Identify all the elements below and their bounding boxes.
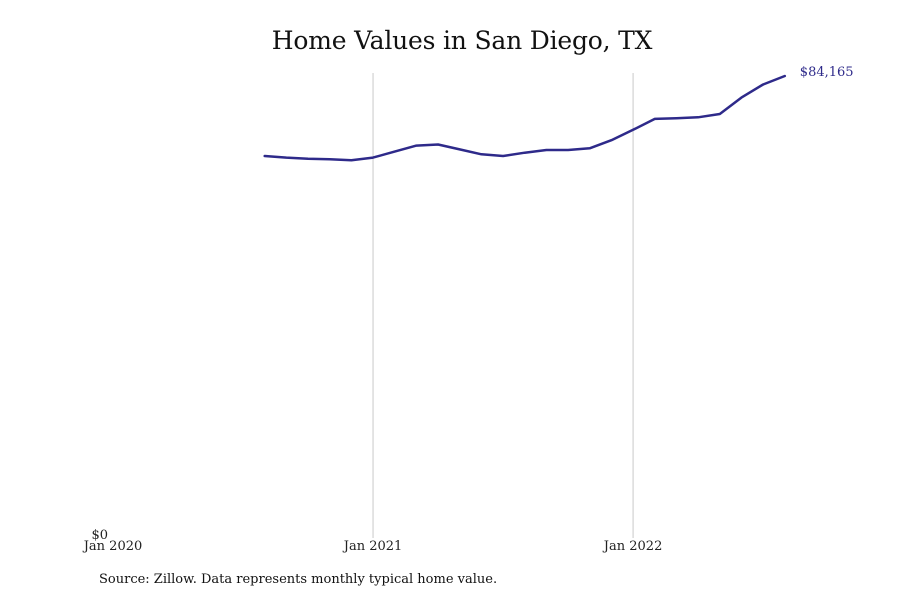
series-line-layer	[263, 74, 787, 162]
series-line	[263, 74, 787, 162]
y-tick-label-0: $0	[91, 528, 108, 543]
axis-labels: Jan 2020 Jan 2021 Jan 2022 $0 $84,165	[82, 65, 854, 554]
source-note: Source: Zillow. Data represents monthly …	[99, 572, 498, 587]
x-tick-label-2021: Jan 2021	[342, 539, 403, 554]
end-value-label: $84,165	[800, 65, 854, 80]
x-tick-label-2020: Jan 2020	[82, 539, 143, 554]
chart-title: Home Values in San Diego, TX	[271, 26, 653, 55]
x-tick-label-2022: Jan 2022	[602, 539, 663, 554]
gridlines	[372, 73, 634, 538]
